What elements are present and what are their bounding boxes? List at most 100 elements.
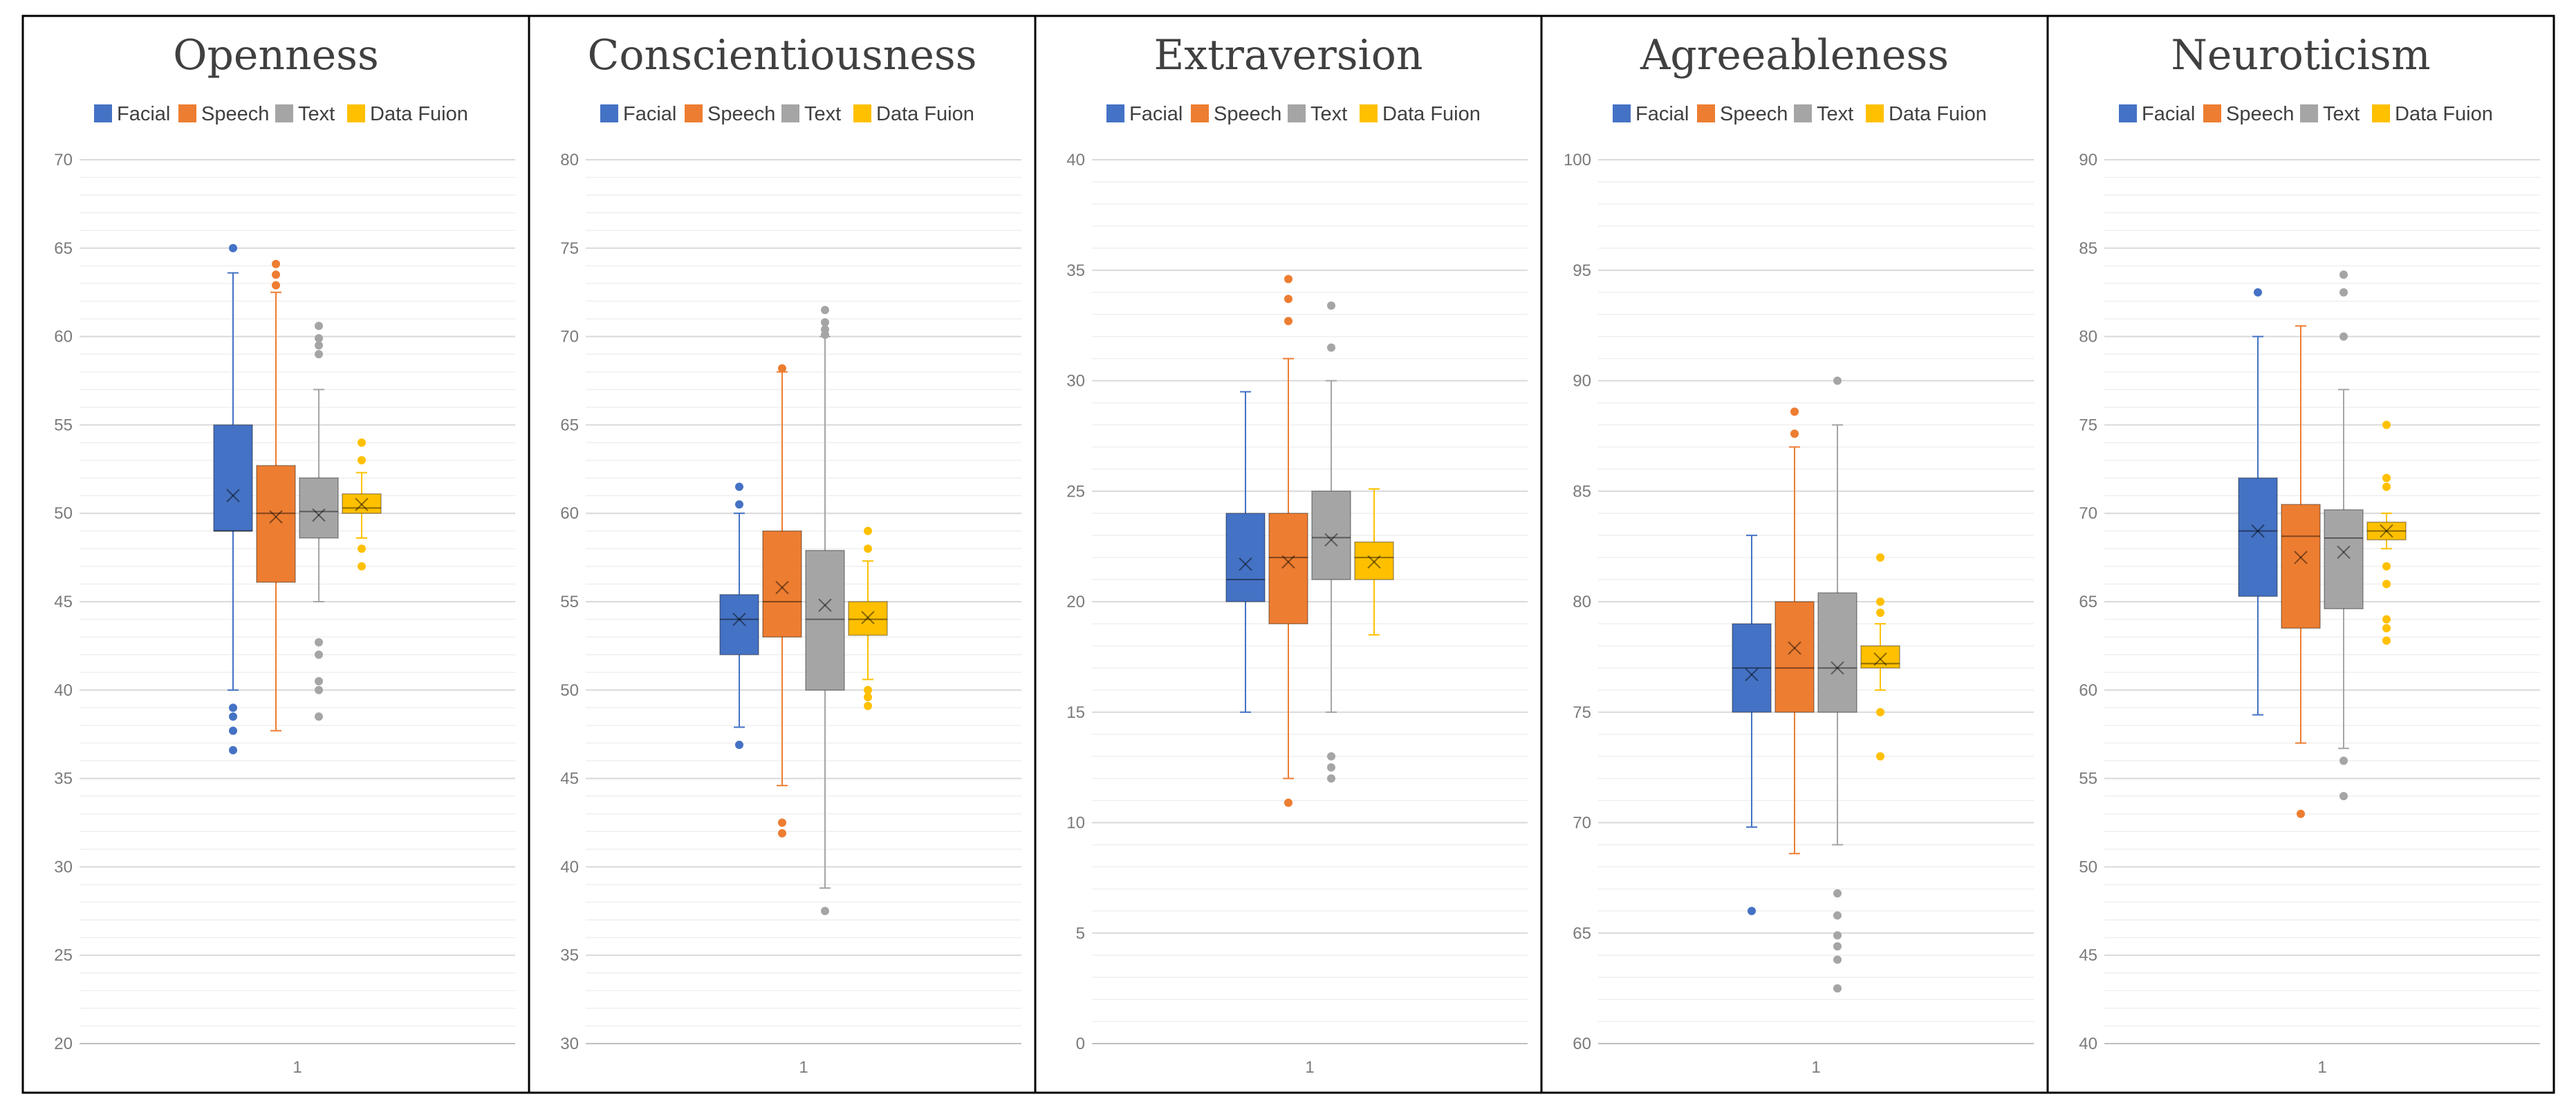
gridlines [80,159,515,1044]
outlier-point [358,562,366,571]
y-tick-label: 65 [560,416,579,434]
legend-label: Data Fuion [876,103,974,125]
legend-label: Data Fuion [2395,103,2493,125]
outlier-point [2382,624,2391,633]
box-iqr [299,477,339,539]
mean-marker [312,508,326,522]
y-tick-label: 40 [560,858,579,876]
legend-item-speech: Speech [1697,103,1788,125]
outlier-point [821,318,829,327]
y-tick-label: 70 [2079,504,2097,523]
mean-marker [1788,641,1801,655]
outlier-point [1284,275,1292,284]
outlier-point [315,650,323,659]
legend-swatch [1191,104,1209,122]
x-tick-label: 1 [799,1058,808,1077]
mean-marker [1745,667,1759,682]
legend-item-fusion: Data Fuion [1866,103,1987,125]
y-tick-label: 60 [560,504,579,523]
y-tick-label: 30 [560,1035,579,1053]
box-iqr [1775,601,1815,713]
legend-swatch [2119,104,2137,122]
mean-marker [1281,555,1295,569]
legend-label: Facial [1129,103,1183,125]
box-iqr [1268,512,1308,625]
y-tick-label: 90 [1573,372,1591,391]
legend-label: Text [298,103,335,125]
y-tick-label: 30 [54,858,73,876]
legend-swatch [685,104,703,122]
legend-item-fusion: Data Fuion [2372,103,2493,125]
y-tick-label: 55 [560,593,579,611]
gridlines [586,159,1021,1044]
y-tick-label: 75 [2079,416,2097,434]
x-tick-label: 1 [1811,1058,1820,1077]
figure-frame [21,15,2555,1094]
box-iqr [213,424,253,532]
box-iqr [2281,503,2321,629]
outlier-point [735,500,743,509]
y-tick-label: 35 [1066,261,1085,280]
mean-marker [1873,652,1887,666]
legend-item-fusion: Data Fuion [1360,103,1481,125]
y-tick-label: 45 [54,593,73,611]
outlier-point [778,364,786,373]
legend-item-text: Text [275,103,335,125]
legend-item-speech: Speech [1191,103,1281,125]
legend-item-facial: Facial [1613,103,1689,125]
box-series-text [1817,376,1857,993]
y-tick-label: 85 [2079,239,2097,258]
y-tick-label: 35 [54,770,73,788]
outlier-point [1876,598,1884,606]
box-series-fusion [2366,420,2407,645]
outlier-point [1284,295,1292,304]
box-iqr [1860,645,1900,669]
box-iqr [805,550,845,691]
y-tick-label: 80 [560,151,579,169]
chart-title: Extraversion [1153,31,1423,80]
outlier-point [229,703,237,712]
legend-swatch [1866,104,1884,122]
box-iqr [719,594,759,656]
legend-swatch [1360,104,1378,122]
legend-swatch [853,104,871,122]
outlier-point [1876,608,1884,617]
gridlines [1598,159,2034,1044]
outlier-point [315,685,323,694]
legend-swatch [178,104,196,122]
mean-marker [818,598,832,612]
y-tick-label: 45 [560,770,579,788]
outlier-point [2339,270,2348,279]
y-tick-label: 50 [560,681,579,700]
mean-marker [2294,551,2308,564]
outlier-point [2339,757,2348,766]
mean-marker [226,488,240,503]
chart-panel-conscientiousness: Conscientiousness Facial Speech Text Data Fu… [560,31,1021,1077]
outlier-point [2339,332,2348,341]
gridlines [2104,159,2540,1044]
box-series-text [805,306,845,916]
outlier-point [864,526,872,535]
outlier-point [735,482,743,491]
x-tick-label: 1 [2317,1058,2326,1077]
y-tick-label: 30 [1066,372,1085,391]
legend-label: Speech [201,103,269,125]
outlier-point [2382,474,2391,483]
x-tick-label: 1 [293,1058,302,1077]
legend-label: Facial [2142,103,2195,125]
mean-marker [732,612,746,627]
chart-panel-extraversion: Extraversion Facial Speech Text Data Fuion 0 5… [1066,31,1528,1077]
y-tick-label: 100 [1564,151,1591,169]
legend-swatch [1794,104,1812,122]
box-series-facial [1225,391,1266,713]
legend-label: Speech [707,103,775,125]
box-series-text [299,322,339,721]
outlier-point [1833,984,1842,993]
y-tick-label: 55 [2079,770,2097,788]
legend-item-fusion: Data Fuion [853,103,974,125]
outlier-point [315,322,323,331]
y-tick-label: 60 [54,328,73,346]
outlier-point [864,544,872,553]
outlier-point [821,331,829,340]
y-tick-label: 90 [2079,151,2097,169]
